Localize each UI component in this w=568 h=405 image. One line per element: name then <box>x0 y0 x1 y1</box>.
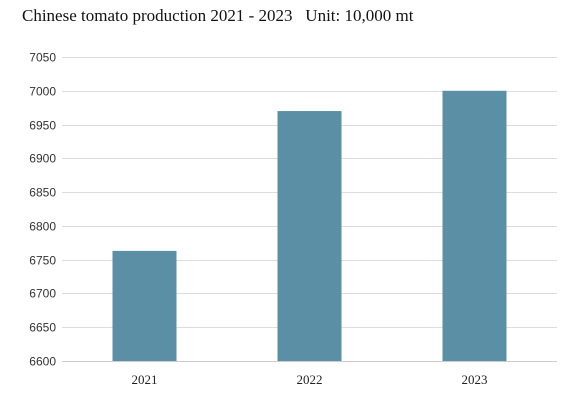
y-tick-label: 7000 <box>29 85 56 99</box>
y-tick-label: 6750 <box>29 254 56 268</box>
x-tick-label: 2021 <box>132 372 158 387</box>
bar-2022 <box>277 111 342 362</box>
y-tick-label: 7050 <box>29 51 56 65</box>
bars <box>112 90 507 362</box>
y-axis-ticks: 6600 6650 6700 6750 6800 6850 6900 6950 7000 7050 <box>29 51 56 369</box>
y-tick-label: 6950 <box>29 119 56 133</box>
y-tick-label: 6650 <box>29 321 56 335</box>
bar-2023 <box>442 90 507 362</box>
y-tick-label: 6700 <box>29 287 56 301</box>
bar-2021 <box>112 250 177 361</box>
chart-title: Chinese tomato production 2021 - 2023 Un… <box>22 6 414 25</box>
x-tick-label: 2023 <box>462 372 488 387</box>
y-tick-label: 6900 <box>29 152 56 166</box>
y-tick-label: 6800 <box>29 220 56 234</box>
x-tick-label: 2022 <box>297 372 323 387</box>
y-tick-label: 6850 <box>29 186 56 200</box>
x-axis-ticks: 2021 2022 2023 <box>132 372 488 387</box>
y-tick-label: 6600 <box>29 355 56 369</box>
